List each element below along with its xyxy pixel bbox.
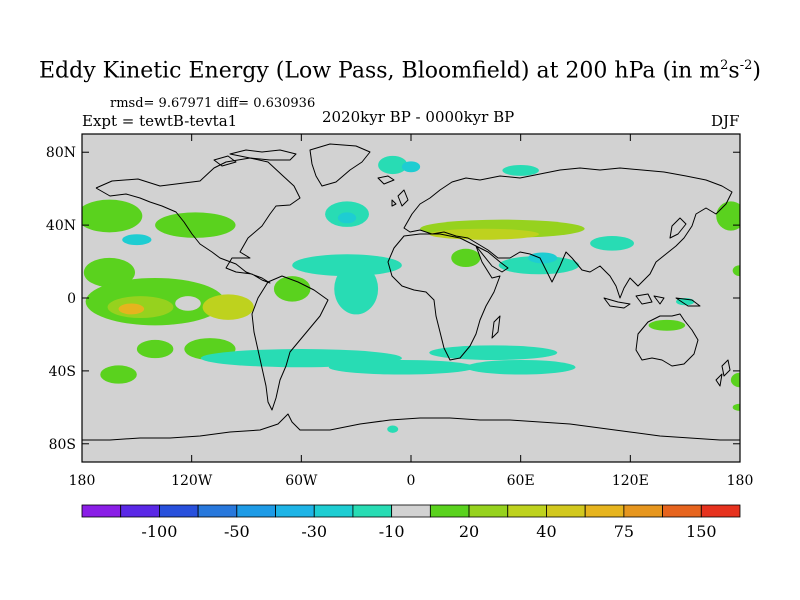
field-contour-18 bbox=[337, 212, 357, 224]
colorbar-swatch bbox=[313, 504, 354, 518]
coast-antarctica bbox=[82, 413, 740, 441]
colorbar-swatch bbox=[81, 504, 122, 518]
field-contour-26 bbox=[498, 256, 580, 275]
field-contour-35 bbox=[732, 403, 740, 411]
colorbar-swatch bbox=[546, 504, 586, 518]
coast-indonesia bbox=[603, 293, 701, 309]
y-tick-label: 40S bbox=[49, 364, 76, 380]
field-contour-14 bbox=[328, 359, 475, 375]
x-tick-label: 120W bbox=[171, 473, 213, 489]
coast-arabia bbox=[475, 245, 509, 273]
coast-arctic-islands bbox=[213, 149, 297, 167]
field-contour-8 bbox=[202, 294, 254, 320]
x-tick-label: 120E bbox=[612, 473, 649, 489]
colorbar-label: -10 bbox=[379, 522, 405, 541]
colorbar-swatch bbox=[159, 504, 199, 518]
coast-greenland bbox=[309, 143, 371, 187]
field-contour-31 bbox=[732, 265, 740, 277]
colorbar-label: 20 bbox=[459, 522, 479, 541]
colorbar-swatch bbox=[120, 504, 160, 518]
colorbar-swatch bbox=[700, 504, 741, 518]
x-tick-label: 60E bbox=[507, 473, 535, 489]
field-contour-21 bbox=[378, 155, 408, 175]
field-contour-34 bbox=[730, 372, 740, 388]
coast-north-america bbox=[95, 157, 301, 284]
field-contour-36 bbox=[387, 425, 399, 433]
field-contour-7 bbox=[175, 296, 201, 311]
coastline-layer bbox=[82, 143, 740, 441]
field-contour-28 bbox=[451, 248, 481, 268]
field-contour-12 bbox=[100, 365, 137, 384]
field-contour-2 bbox=[122, 234, 152, 246]
x-tick-label: 180 bbox=[69, 473, 96, 489]
y-tick-label: 40N bbox=[46, 218, 76, 234]
period-label: 2020kyr BP - 0000kyr BP bbox=[322, 108, 515, 126]
field-contour-32 bbox=[648, 319, 686, 331]
colorbar-label: -30 bbox=[301, 522, 327, 541]
colorbar-swatch bbox=[584, 504, 625, 518]
x-tick-label: 180 bbox=[727, 473, 754, 489]
colorbar-swatch bbox=[352, 504, 393, 518]
field-contour-23 bbox=[502, 164, 539, 176]
colorbar-swatch bbox=[429, 504, 470, 518]
colorbar-swatch bbox=[275, 504, 315, 518]
colorbar-swatch bbox=[197, 504, 238, 518]
x-tick-label: 0 bbox=[407, 473, 416, 489]
colorbar-label: 40 bbox=[536, 522, 556, 541]
field-contour-30 bbox=[716, 201, 740, 231]
field-contour-22 bbox=[401, 161, 421, 173]
colorbar-swatch bbox=[662, 504, 702, 518]
field-contour-16 bbox=[465, 359, 576, 375]
experiment-label: Expt = tewtB-tevta1 bbox=[82, 112, 238, 130]
colorbar-swatch bbox=[236, 504, 276, 518]
y-tick-label: 0 bbox=[67, 291, 76, 307]
map-axes: 180 120W 60W 0 60E 120E 180 80N 40N 0 40S 80S bbox=[46, 134, 753, 489]
colorbar-swatch bbox=[468, 504, 509, 518]
colorbar: -100 -50 -30 -10 20 40 75 150 bbox=[81, 504, 741, 541]
energy-field-layer bbox=[82, 155, 740, 433]
field-contour-20 bbox=[334, 263, 379, 315]
coast-new-zealand bbox=[715, 359, 731, 387]
y-tick-label: 80N bbox=[46, 145, 76, 161]
colorbar-label: 150 bbox=[686, 522, 717, 541]
field-contour-0 bbox=[82, 199, 143, 233]
colorbar-label: 75 bbox=[614, 522, 634, 541]
coast-japan bbox=[669, 217, 687, 239]
colorbar-label: -100 bbox=[141, 522, 177, 541]
coast-madagascar bbox=[491, 315, 501, 339]
map-title: Eddy Kinetic Energy (Low Pass, Bloomfiel… bbox=[39, 58, 761, 84]
colorbar-swatch bbox=[507, 504, 547, 518]
coast-eurasia bbox=[403, 167, 733, 299]
field-contour-3 bbox=[83, 257, 136, 288]
field-contour-27 bbox=[527, 252, 558, 264]
season-label: DJF bbox=[711, 112, 740, 130]
coast-australia bbox=[635, 313, 699, 367]
colorbar-swatch bbox=[391, 504, 431, 518]
x-tick-label: 60W bbox=[285, 473, 318, 489]
field-contour-9 bbox=[273, 276, 311, 302]
rmsd-diff-stats: rmsd= 9.67971 diff= 0.630936 bbox=[110, 96, 316, 111]
field-contour-29 bbox=[590, 236, 634, 251]
colorbar-swatch bbox=[623, 504, 663, 518]
field-contour-19 bbox=[292, 254, 402, 277]
colorbar-label: -50 bbox=[224, 522, 250, 541]
coast-iceland bbox=[377, 175, 395, 185]
field-contour-6 bbox=[118, 303, 145, 315]
field-contour-25 bbox=[429, 228, 539, 240]
field-contour-1 bbox=[155, 212, 236, 238]
field-contour-10 bbox=[136, 339, 174, 359]
coast-south-america bbox=[251, 275, 329, 411]
y-tick-label: 80S bbox=[49, 437, 76, 453]
coast-africa bbox=[387, 233, 501, 361]
coast-british-isles bbox=[391, 189, 409, 207]
